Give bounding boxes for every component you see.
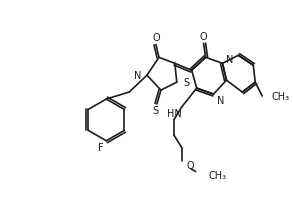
Text: N: N — [226, 55, 234, 65]
Text: O: O — [152, 33, 160, 43]
Text: O: O — [187, 161, 194, 171]
Text: CH₃: CH₃ — [209, 171, 227, 181]
Text: HN: HN — [167, 109, 182, 119]
Text: N: N — [134, 71, 141, 81]
Text: N: N — [217, 96, 224, 106]
Text: CH₃: CH₃ — [271, 92, 289, 102]
Text: F: F — [98, 143, 104, 153]
Text: S: S — [184, 78, 190, 88]
Text: O: O — [200, 32, 207, 42]
Text: S: S — [153, 106, 159, 116]
